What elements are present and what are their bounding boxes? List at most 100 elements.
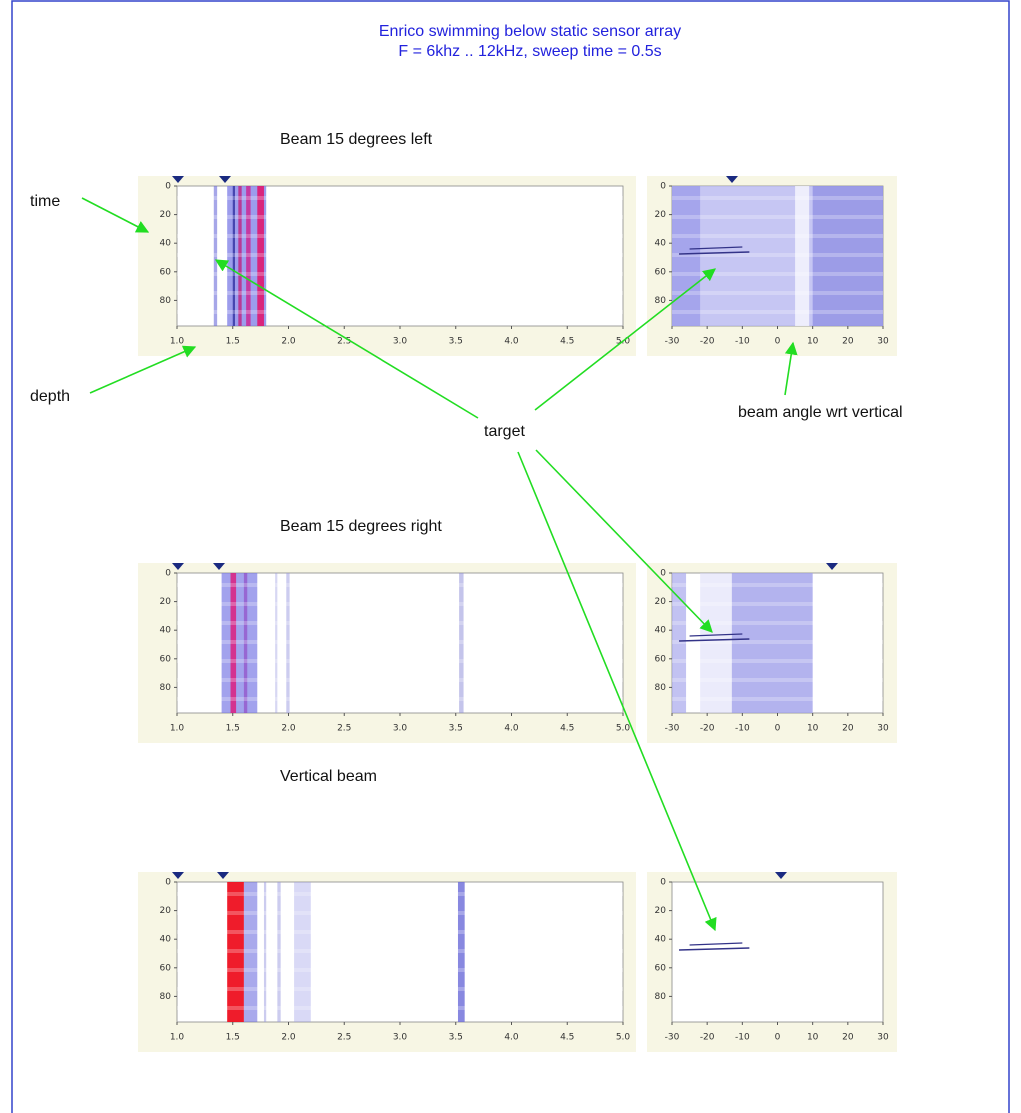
y-tick-label: 20 [655,210,667,220]
y-tick-label: 80 [160,683,172,693]
echo-gap [672,697,883,701]
y-tick-label: 0 [165,878,171,888]
echo-gap [177,215,623,219]
x-tick-label: 1.5 [226,1033,240,1043]
x-tick-label: 3.5 [449,724,463,734]
echo-gap [672,272,883,276]
x-tick-label: 1.0 [170,724,185,734]
echo-gap [177,968,623,972]
x-tick-label: 4.0 [504,1033,519,1043]
y-tick-label: 60 [160,963,172,973]
x-tick-label: 2.0 [281,724,296,734]
x-tick-label: 30 [877,1033,889,1043]
y-tick-label: 60 [160,267,172,277]
x-tick-label: 5.0 [616,1033,631,1043]
x-tick-label: 4.5 [560,724,574,734]
x-tick-label: -20 [700,724,715,734]
y-tick-label: 0 [165,569,171,579]
x-tick-label: 4.5 [560,337,574,347]
x-tick-label: 10 [807,337,819,347]
x-tick-label: 30 [877,337,889,347]
y-tick-label: 40 [160,626,172,636]
echo-gap [672,602,883,606]
x-tick-label: 0 [775,337,781,347]
echo-gap [177,234,623,238]
y-tick-label: 0 [660,182,666,192]
echo-gap [672,659,883,663]
x-tick-label: 20 [842,724,854,734]
annotation: target [484,423,525,440]
y-tick-label: 20 [160,597,172,607]
echo-gap [177,892,623,896]
echo-gap [177,272,623,276]
y-tick-label: 80 [160,296,172,306]
x-tick-label: 3.5 [449,1033,463,1043]
x-tick-label: 2.0 [281,1033,296,1043]
echo-gap [177,987,623,991]
echo-gap [177,949,623,953]
echo-gap [177,678,623,682]
y-tick-label: 60 [655,654,667,664]
title: Enrico swimming below static sensor arra… [379,23,681,40]
x-tick-label: 1.0 [170,1033,185,1043]
x-tick-label: 0 [775,724,781,734]
y-tick-label: 80 [655,296,667,306]
x-tick-label: 1.0 [170,337,185,347]
echo-gap [672,291,883,295]
echo-gap [177,930,623,934]
x-tick-label: 3.0 [393,724,408,734]
x-tick-label: 2.5 [337,724,351,734]
echo-gap [177,697,623,701]
echo-gap [177,911,623,915]
y-tick-label: 20 [655,906,667,916]
x-tick-label: 20 [842,1033,854,1043]
echo-gap [177,640,623,644]
x-tick-label: 10 [807,724,819,734]
echo-gap [177,583,623,587]
x-tick-label: 0 [775,1033,781,1043]
x-tick-label: 4.5 [560,1033,574,1043]
x-tick-label: -10 [735,724,750,734]
section-heading: Vertical beam [280,768,377,785]
x-tick-label: -30 [665,1033,680,1043]
annotation: depth [30,388,70,405]
y-tick-label: 40 [655,239,667,249]
x-tick-label: 1.5 [226,337,240,347]
y-tick-label: 0 [660,878,666,888]
annotation: beam angle wrt vertical [738,404,903,421]
y-tick-label: 20 [160,906,172,916]
x-tick-label: 4.0 [504,337,519,347]
annotation: time [30,193,60,210]
y-tick-label: 80 [655,683,667,693]
echo-gap [672,196,883,200]
x-tick-label: 3.0 [393,337,408,347]
x-tick-label: 3.5 [449,337,463,347]
y-tick-label: 40 [160,239,172,249]
subtitle: F = 6khz .. 12kHz, sweep time = 0.5s [398,43,661,60]
x-tick-label: 30 [877,724,889,734]
x-tick-label: 10 [807,1033,819,1043]
y-tick-label: 0 [165,182,171,192]
section-heading: Beam 15 degrees left [280,131,433,148]
x-tick-label: 4.0 [504,724,519,734]
echo-gap [177,1006,623,1010]
echo-gap [672,234,883,238]
x-tick-label: -10 [735,1033,750,1043]
x-tick-label: 20 [842,337,854,347]
echo-gap [177,291,623,295]
page: Enrico swimming below static sensor arra… [0,0,1021,1113]
echo-gap [177,621,623,625]
x-tick-label: -30 [665,724,680,734]
y-tick-label: 60 [655,963,667,973]
echo-gap [177,196,623,200]
echo-gap [672,678,883,682]
panels: Beam 15 degrees left 1.0 1.5 2.0 2.5 3.0 3.5 4.… [138,131,897,1052]
y-tick-label: 40 [655,935,667,945]
section-heading: Beam 15 degrees right [280,518,442,535]
x-tick-label: 5.0 [616,724,631,734]
x-tick-label: 2.0 [281,337,296,347]
y-tick-label: 40 [655,626,667,636]
x-tick-label: -30 [665,337,680,347]
x-tick-label: 3.0 [393,1033,408,1043]
echo-gap [177,602,623,606]
